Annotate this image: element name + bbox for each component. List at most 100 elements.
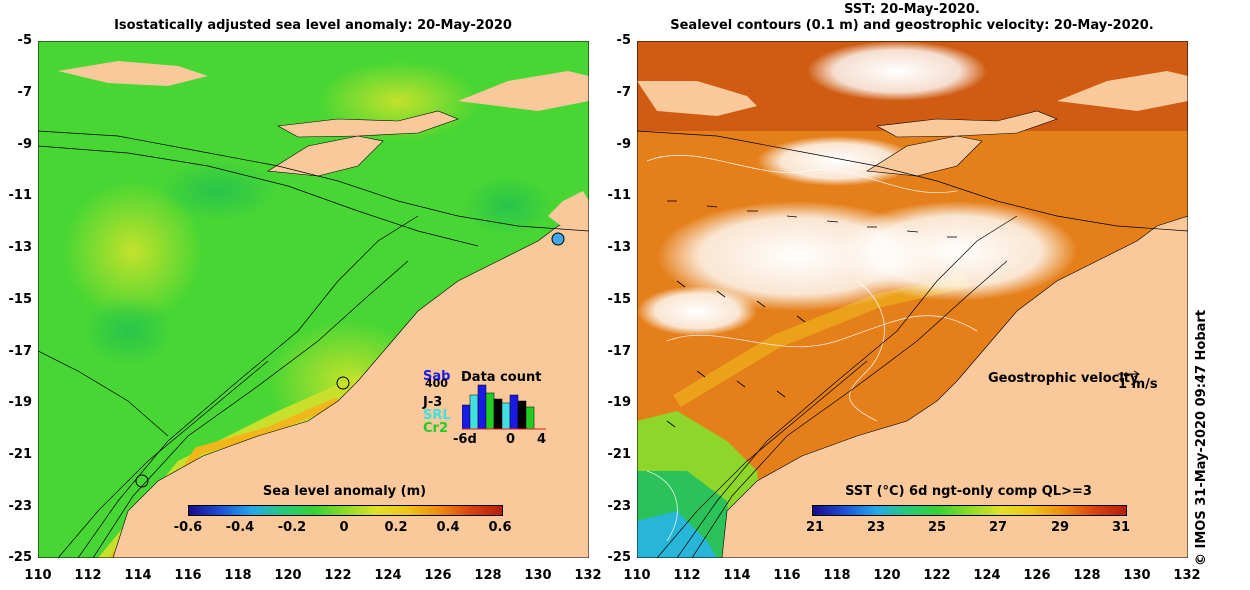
x-tick: 118 xyxy=(224,568,252,583)
sla-island-flores xyxy=(277,110,459,138)
sat-label-cr2: Cr2 xyxy=(423,421,448,436)
hist-bar xyxy=(525,406,535,430)
cbar-tick: 31 xyxy=(1111,520,1131,535)
velocity-scale-arrow-icon xyxy=(1118,370,1140,378)
y-tick: -21 xyxy=(607,447,632,462)
hist-bar xyxy=(469,394,479,430)
cbar-tick: 0.4 xyxy=(436,520,460,535)
x-tick: 120 xyxy=(873,568,901,583)
hist-x-label: 0 xyxy=(506,432,516,447)
cbar-tick: 0.2 xyxy=(384,520,408,535)
x-tick: 116 xyxy=(174,568,202,583)
cbar-tick: -0.6 xyxy=(173,520,203,535)
y-tick: -11 xyxy=(8,188,33,203)
sla-negative-anomaly xyxy=(83,296,173,366)
x-tick: 114 xyxy=(723,568,751,583)
y-tick: -23 xyxy=(607,499,632,514)
data-count-title: Data count xyxy=(461,370,542,385)
hist-bar xyxy=(509,394,519,430)
y-tick: -21 xyxy=(8,447,33,462)
x-tick: 114 xyxy=(124,568,152,583)
sla-colorbar xyxy=(188,505,503,516)
velocity-scale-label: 1 m/s xyxy=(1118,377,1158,392)
sst-colorbar-label: SST (°C) 6d ngt-only comp QL>=3 xyxy=(845,484,1092,499)
sst-cloud-mask xyxy=(837,201,1077,301)
sla-negative-anomaly xyxy=(463,176,553,236)
sla-land-north xyxy=(458,71,589,111)
left-panel-title: Isostatically adjusted sea level anomaly… xyxy=(114,18,512,33)
hist-bar xyxy=(462,404,471,430)
sla-australia-land xyxy=(112,215,589,558)
y-tick: -7 xyxy=(17,85,32,100)
y-tick: -17 xyxy=(8,344,33,359)
x-tick: 118 xyxy=(823,568,851,583)
sla-negative-anomaly xyxy=(158,161,278,221)
x-tick: 110 xyxy=(623,568,651,583)
sst-australia-land xyxy=(721,215,1188,558)
x-tick: 116 xyxy=(773,568,801,583)
hist-bar xyxy=(477,384,487,430)
sst-colorbar-gradient xyxy=(813,506,1126,515)
y-tick: -13 xyxy=(607,240,632,255)
sat-label-srl: SRL xyxy=(423,408,451,423)
x-tick: 122 xyxy=(324,568,352,583)
x-tick: 110 xyxy=(24,568,52,583)
hist-x-label: 4 xyxy=(537,432,547,447)
sla-colorbar-gradient xyxy=(189,506,502,515)
x-tick: 128 xyxy=(474,568,502,583)
sst-colorbar xyxy=(812,505,1127,516)
x-tick: 124 xyxy=(973,568,1001,583)
x-tick: 112 xyxy=(673,568,701,583)
y-tick: -5 xyxy=(17,33,32,48)
cbar-tick: 23 xyxy=(866,520,886,535)
hist-bar xyxy=(517,400,527,430)
sst-cloud-mask xyxy=(757,136,917,186)
x-tick: 122 xyxy=(923,568,951,583)
x-tick: 126 xyxy=(424,568,452,583)
hist-bar xyxy=(493,398,503,430)
x-tick: 130 xyxy=(1123,568,1151,583)
x-tick: 124 xyxy=(374,568,402,583)
y-tick: -23 xyxy=(8,499,33,514)
x-tick: 130 xyxy=(524,568,552,583)
x-tick: 126 xyxy=(1023,568,1051,583)
data-count-max: 400 xyxy=(425,377,448,390)
y-tick: -19 xyxy=(607,395,632,410)
cbar-tick: 29 xyxy=(1050,520,1070,535)
right-panel-title-line2: Sealevel contours (0.1 m) and geostrophi… xyxy=(670,18,1154,33)
y-tick: -25 xyxy=(607,550,632,565)
y-tick: -9 xyxy=(17,137,32,152)
sla-positive-anomaly xyxy=(63,181,203,321)
y-tick: -13 xyxy=(8,240,33,255)
y-tick: -15 xyxy=(607,292,632,307)
x-tick: 112 xyxy=(74,568,102,583)
right-panel-title-line1: SST: 20-May-2020. xyxy=(844,2,980,17)
sst-land-north xyxy=(1057,71,1188,111)
sat-label-j3: J-3 xyxy=(423,395,443,410)
y-tick: -7 xyxy=(616,85,631,100)
cbar-tick: 25 xyxy=(927,520,947,535)
y-tick: -15 xyxy=(8,292,33,307)
y-tick: -9 xyxy=(616,137,631,152)
sst-island-flores xyxy=(876,110,1058,138)
cbar-tick: 27 xyxy=(988,520,1008,535)
sla-land-patch xyxy=(548,191,589,231)
sst-cloud-mask xyxy=(637,286,757,336)
sst-velocity-arrows xyxy=(666,200,957,428)
sla-bathymetry-contours xyxy=(38,130,589,558)
cbar-tick: -0.2 xyxy=(277,520,307,535)
velocity-legend-label: Geostrophic velocity xyxy=(988,371,1139,386)
sat-label-sab: Sab xyxy=(423,369,451,384)
y-tick: -11 xyxy=(607,188,632,203)
sla-tide-gauge-marker xyxy=(336,376,350,390)
x-tick: 120 xyxy=(274,568,302,583)
cbar-tick: 0.6 xyxy=(488,520,512,535)
imos-credit: © IMOS 31-May-2020 09:47 Hobart xyxy=(1194,309,1209,566)
data-count-histogram xyxy=(462,384,546,430)
x-tick: 132 xyxy=(1173,568,1201,583)
hist-x-label: -6d xyxy=(453,432,477,447)
sla-island-java xyxy=(58,61,208,86)
hist-bar xyxy=(485,392,495,430)
y-tick: -19 xyxy=(8,395,33,410)
sla-map xyxy=(38,41,589,558)
